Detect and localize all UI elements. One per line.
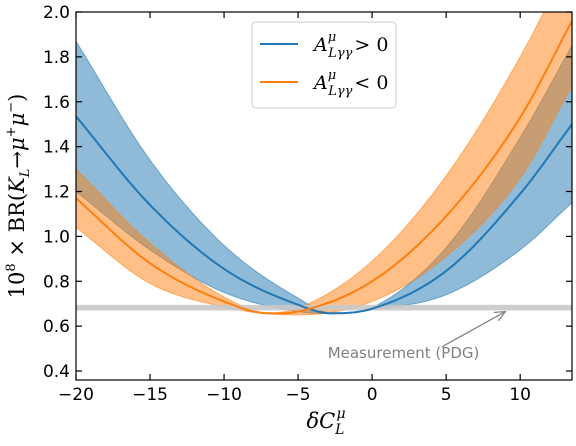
measurement-annotation: Measurement (PDG) (328, 312, 506, 362)
legend-entry-1: Aμ Lγγ > 0 (312, 30, 388, 61)
svg-text:δCLμ: δCLμ (306, 406, 345, 438)
series-lines (76, 20, 572, 315)
x-tick-label: −10 (206, 385, 242, 405)
y-tick-label: 1.2 (43, 183, 70, 203)
y-tick-label: 1.0 (43, 227, 70, 247)
x-tick-label: −5 (286, 385, 311, 405)
annotation-arrow (441, 312, 505, 348)
x-axis-ticks: −20 −15 −10 −5 0 5 10 (58, 12, 531, 405)
y-tick-label: 1.4 (43, 138, 70, 158)
svg-text:108 × BR(KL→μ+μ−): 108 × BR(KL→μ+μ−) (4, 94, 33, 299)
y-tick-label: 0.6 (43, 317, 70, 337)
y-tick-label: 0.8 (43, 272, 70, 292)
axes-frame (75, 11, 573, 381)
y-axis-label: 108 × BR(KL→μ+μ−) (4, 94, 33, 299)
legend-entry-2: Aμ Lγγ < 0 (312, 68, 388, 99)
y-tick-label: 1.8 (43, 48, 70, 68)
x-tick-label: 10 (509, 385, 531, 405)
x-tick-label: 0 (367, 385, 378, 405)
x-axis-label: δCLμ (306, 406, 345, 438)
measurement-band (76, 304, 572, 311)
y-axis-ticks: 0.4 0.6 0.8 1.0 1.2 1.4 1.6 1.8 2.0 (43, 3, 572, 382)
y-tick-label: 2.0 (43, 3, 70, 23)
x-tick-label: −15 (132, 385, 168, 405)
line-series-2 (76, 20, 572, 315)
annotation-label: Measurement (PDG) (328, 344, 480, 362)
y-tick-label: 1.6 (43, 93, 70, 113)
x-tick-label: 5 (441, 385, 452, 405)
y-tick-label: 0.4 (43, 362, 70, 382)
line-series-1 (76, 115, 572, 315)
measurement-band-rect (76, 304, 572, 311)
x-tick-label: −20 (58, 385, 94, 405)
legend: Aμ Lγγ > 0 Aμ Lγγ < 0 (251, 21, 397, 109)
